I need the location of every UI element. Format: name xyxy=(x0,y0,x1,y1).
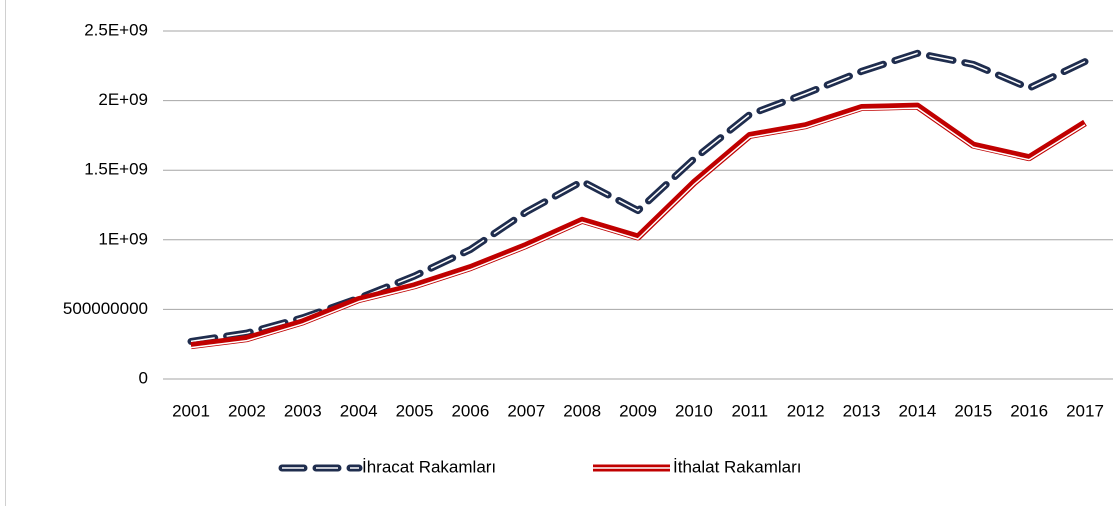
x-tick-label: 2008 xyxy=(563,401,601,420)
series-line-highlight xyxy=(190,107,1086,349)
x-tick-label: 2003 xyxy=(284,401,322,420)
x-tick-label: 2009 xyxy=(619,401,657,420)
legend-label: İthalat Rakamları xyxy=(673,457,802,476)
legend-label: İhracat Rakamları xyxy=(362,457,496,476)
series-line-highlight xyxy=(190,52,1086,343)
series-line xyxy=(187,49,1089,345)
x-tick-label: 2001 xyxy=(172,401,210,420)
y-tick-label: 2E+09 xyxy=(98,90,148,109)
y-tick-label: 500000000 xyxy=(63,299,148,318)
y-tick-label: 1.5E+09 xyxy=(84,160,148,179)
x-tick-label: 2004 xyxy=(340,401,378,420)
x-tick-label: 2005 xyxy=(396,401,434,420)
x-tick-label: 2012 xyxy=(787,401,825,420)
y-tick-label: 1E+09 xyxy=(98,229,148,248)
x-tick-label: 2013 xyxy=(843,401,881,420)
x-tick-label: 2011 xyxy=(731,401,768,420)
x-tick-label: 2010 xyxy=(675,401,713,420)
x-tick-label: 2002 xyxy=(228,401,266,420)
y-tick-label: 0 xyxy=(139,368,148,387)
x-tick-label: 2015 xyxy=(954,401,992,420)
x-tick-label: 2017 xyxy=(1066,401,1104,420)
x-tick-label: 2006 xyxy=(451,401,489,420)
series-line xyxy=(190,102,1087,350)
x-tick-label: 2014 xyxy=(898,401,936,420)
y-tick-label: 2.5E+09 xyxy=(84,20,148,39)
x-tick-label: 2007 xyxy=(507,401,545,420)
x-tick-label: 2016 xyxy=(1010,401,1048,420)
